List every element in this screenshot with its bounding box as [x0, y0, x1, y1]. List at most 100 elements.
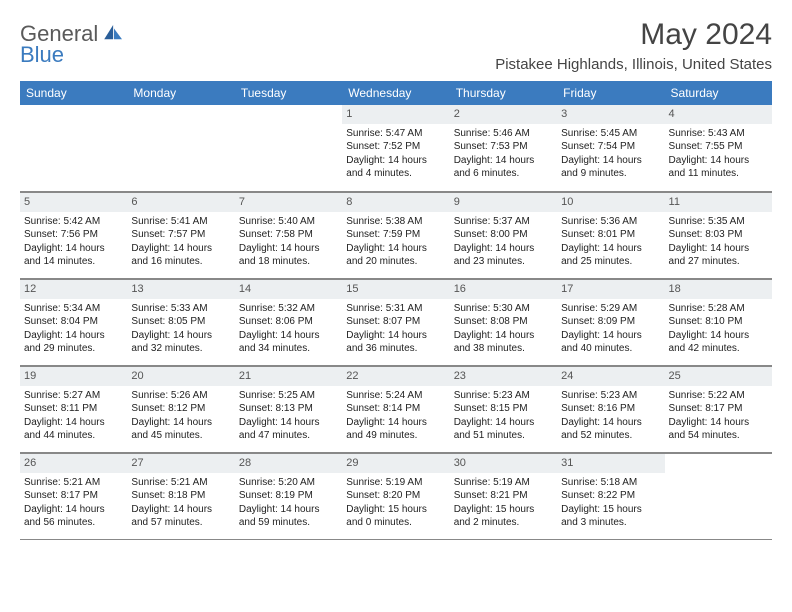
sunrise-text: Sunrise: 5:33 AM [131, 302, 230, 316]
day-header: Friday [557, 81, 664, 105]
day-number: 19 [20, 367, 127, 386]
day-number: 17 [557, 280, 664, 299]
day-details: Sunrise: 5:34 AMSunset: 8:04 PMDaylight:… [24, 302, 123, 356]
daylight-text: Daylight: 14 hours and 40 minutes. [561, 329, 660, 356]
day-number: 13 [127, 280, 234, 299]
daylight-text: Daylight: 15 hours and 0 minutes. [346, 503, 445, 530]
daylight-text: Daylight: 14 hours and 14 minutes. [24, 242, 123, 269]
sunrise-text: Sunrise: 5:18 AM [561, 476, 660, 490]
day-details: Sunrise: 5:40 AMSunset: 7:58 PMDaylight:… [239, 215, 338, 269]
sunrise-text: Sunrise: 5:21 AM [131, 476, 230, 490]
calendar-cell: 25Sunrise: 5:22 AMSunset: 8:17 PMDayligh… [665, 366, 772, 452]
sunrise-text: Sunrise: 5:28 AM [669, 302, 768, 316]
calendar-cell [665, 453, 772, 539]
sunset-text: Sunset: 8:10 PM [669, 315, 768, 329]
sunrise-text: Sunrise: 5:23 AM [561, 389, 660, 403]
day-number: 4 [665, 105, 772, 124]
day-details: Sunrise: 5:38 AMSunset: 7:59 PMDaylight:… [346, 215, 445, 269]
daylight-text: Daylight: 14 hours and 34 minutes. [239, 329, 338, 356]
sunrise-text: Sunrise: 5:35 AM [669, 215, 768, 229]
day-details: Sunrise: 5:31 AMSunset: 8:07 PMDaylight:… [346, 302, 445, 356]
day-details: Sunrise: 5:23 AMSunset: 8:15 PMDaylight:… [454, 389, 553, 443]
day-details: Sunrise: 5:26 AMSunset: 8:12 PMDaylight:… [131, 389, 230, 443]
day-number: 21 [235, 367, 342, 386]
daylight-text: Daylight: 14 hours and 25 minutes. [561, 242, 660, 269]
daylight-text: Daylight: 14 hours and 47 minutes. [239, 416, 338, 443]
sunset-text: Sunset: 7:57 PM [131, 228, 230, 242]
daylight-text: Daylight: 14 hours and 18 minutes. [239, 242, 338, 269]
day-details: Sunrise: 5:24 AMSunset: 8:14 PMDaylight:… [346, 389, 445, 443]
day-details: Sunrise: 5:30 AMSunset: 8:08 PMDaylight:… [454, 302, 553, 356]
day-number: 1 [342, 105, 449, 124]
calendar-cell: 9Sunrise: 5:37 AMSunset: 8:00 PMDaylight… [450, 192, 557, 278]
sunset-text: Sunset: 8:09 PM [561, 315, 660, 329]
sunrise-text: Sunrise: 5:25 AM [239, 389, 338, 403]
calendar-cell: 24Sunrise: 5:23 AMSunset: 8:16 PMDayligh… [557, 366, 664, 452]
calendar-cell: 8 Sunrise: 5:38 AMSunset: 7:59 PMDaylight… [342, 192, 449, 278]
day-header: Tuesday [235, 81, 342, 105]
day-header: Saturday [665, 81, 772, 105]
calendar-cell: 30Sunrise: 5:19 AMSunset: 8:21 PMDayligh… [450, 453, 557, 539]
day-details: Sunrise: 5:20 AMSunset: 8:19 PMDaylight:… [239, 476, 338, 530]
sunrise-text: Sunrise: 5:38 AM [346, 215, 445, 229]
sunrise-text: Sunrise: 5:30 AM [454, 302, 553, 316]
sunrise-text: Sunrise: 5:45 AM [561, 127, 660, 141]
header: GeneralBlue May 2024 Pistakee Highlands,… [20, 18, 772, 73]
daylight-text: Daylight: 14 hours and 44 minutes. [24, 416, 123, 443]
sunrise-text: Sunrise: 5:23 AM [454, 389, 553, 403]
sunrise-text: Sunrise: 5:22 AM [669, 389, 768, 403]
day-details: Sunrise: 5:35 AMSunset: 8:03 PMDaylight:… [669, 215, 768, 269]
sunrise-text: Sunrise: 5:31 AM [346, 302, 445, 316]
sunrise-text: Sunrise: 5:37 AM [454, 215, 553, 229]
sunrise-text: Sunrise: 5:40 AM [239, 215, 338, 229]
calendar-cell: 17Sunrise: 5:29 AMSunset: 8:09 PMDayligh… [557, 279, 664, 365]
day-details: Sunrise: 5:21 AMSunset: 8:18 PMDaylight:… [131, 476, 230, 530]
day-details: Sunrise: 5:18 AMSunset: 8:22 PMDaylight:… [561, 476, 660, 530]
sunset-text: Sunset: 7:55 PM [669, 140, 768, 154]
calendar-cell: 15Sunrise: 5:31 AMSunset: 8:07 PMDayligh… [342, 279, 449, 365]
sunset-text: Sunset: 8:17 PM [669, 402, 768, 416]
calendar-cell: 31 Sunrise: 5:18 AMSunset: 8:22 PMDayligh… [557, 453, 664, 539]
calendar-cell: 27 Sunrise: 5:21 AMSunset: 8:18 PMDayligh… [127, 453, 234, 539]
daylight-text: Daylight: 14 hours and 6 minutes. [454, 154, 553, 181]
day-details: Sunrise: 5:41 AMSunset: 7:57 PMDaylight:… [131, 215, 230, 269]
sunset-text: Sunset: 7:58 PM [239, 228, 338, 242]
sunset-text: Sunset: 8:03 PM [669, 228, 768, 242]
calendar-cell: 4Sunrise: 5:43 AMSunset: 7:55 PMDaylight… [665, 105, 772, 191]
day-number: 3 [557, 105, 664, 124]
calendar-cell: 11Sunrise: 5:35 AMSunset: 8:03 PMDayligh… [665, 192, 772, 278]
daylight-text: Daylight: 14 hours and 9 minutes. [561, 154, 660, 181]
day-details: Sunrise: 5:23 AMSunset: 8:16 PMDaylight:… [561, 389, 660, 443]
day-details: Sunrise: 5:19 AMSunset: 8:21 PMDaylight:… [454, 476, 553, 530]
day-details: Sunrise: 5:32 AMSunset: 8:06 PMDaylight:… [239, 302, 338, 356]
sunset-text: Sunset: 7:52 PM [346, 140, 445, 154]
calendar-cell: 28 Sunrise: 5:20 AMSunset: 8:19 PMDayligh… [235, 453, 342, 539]
sunrise-text: Sunrise: 5:32 AM [239, 302, 338, 316]
logo: GeneralBlue [20, 24, 125, 66]
day-number: 8 [342, 193, 449, 212]
day-header: Sunday [20, 81, 127, 105]
sunset-text: Sunset: 8:01 PM [561, 228, 660, 242]
daylight-text: Daylight: 14 hours and 32 minutes. [131, 329, 230, 356]
weeks-container: 1Sunrise: 5:47 AMSunset: 7:52 PMDaylight… [20, 105, 772, 540]
day-header: Wednesday [342, 81, 449, 105]
calendar-cell: 5Sunrise: 5:42 AMSunset: 7:56 PMDaylight… [20, 192, 127, 278]
day-number: 31 [557, 454, 664, 473]
day-number: 29 [342, 454, 449, 473]
calendar-week: 1Sunrise: 5:47 AMSunset: 7:52 PMDaylight… [20, 105, 772, 192]
sunrise-text: Sunrise: 5:21 AM [24, 476, 123, 490]
day-number: 27 [127, 454, 234, 473]
daylight-text: Daylight: 15 hours and 3 minutes. [561, 503, 660, 530]
sunset-text: Sunset: 8:05 PM [131, 315, 230, 329]
daylight-text: Daylight: 14 hours and 59 minutes. [239, 503, 338, 530]
day-number: 28 [235, 454, 342, 473]
sunset-text: Sunset: 8:22 PM [561, 489, 660, 503]
day-details: Sunrise: 5:37 AMSunset: 8:00 PMDaylight:… [454, 215, 553, 269]
day-number: 18 [665, 280, 772, 299]
daylight-text: Daylight: 14 hours and 56 minutes. [24, 503, 123, 530]
day-details: Sunrise: 5:25 AMSunset: 8:13 PMDaylight:… [239, 389, 338, 443]
day-number: 12 [20, 280, 127, 299]
sunrise-text: Sunrise: 5:27 AM [24, 389, 123, 403]
daylight-text: Daylight: 14 hours and 38 minutes. [454, 329, 553, 356]
day-details: Sunrise: 5:36 AMSunset: 8:01 PMDaylight:… [561, 215, 660, 269]
